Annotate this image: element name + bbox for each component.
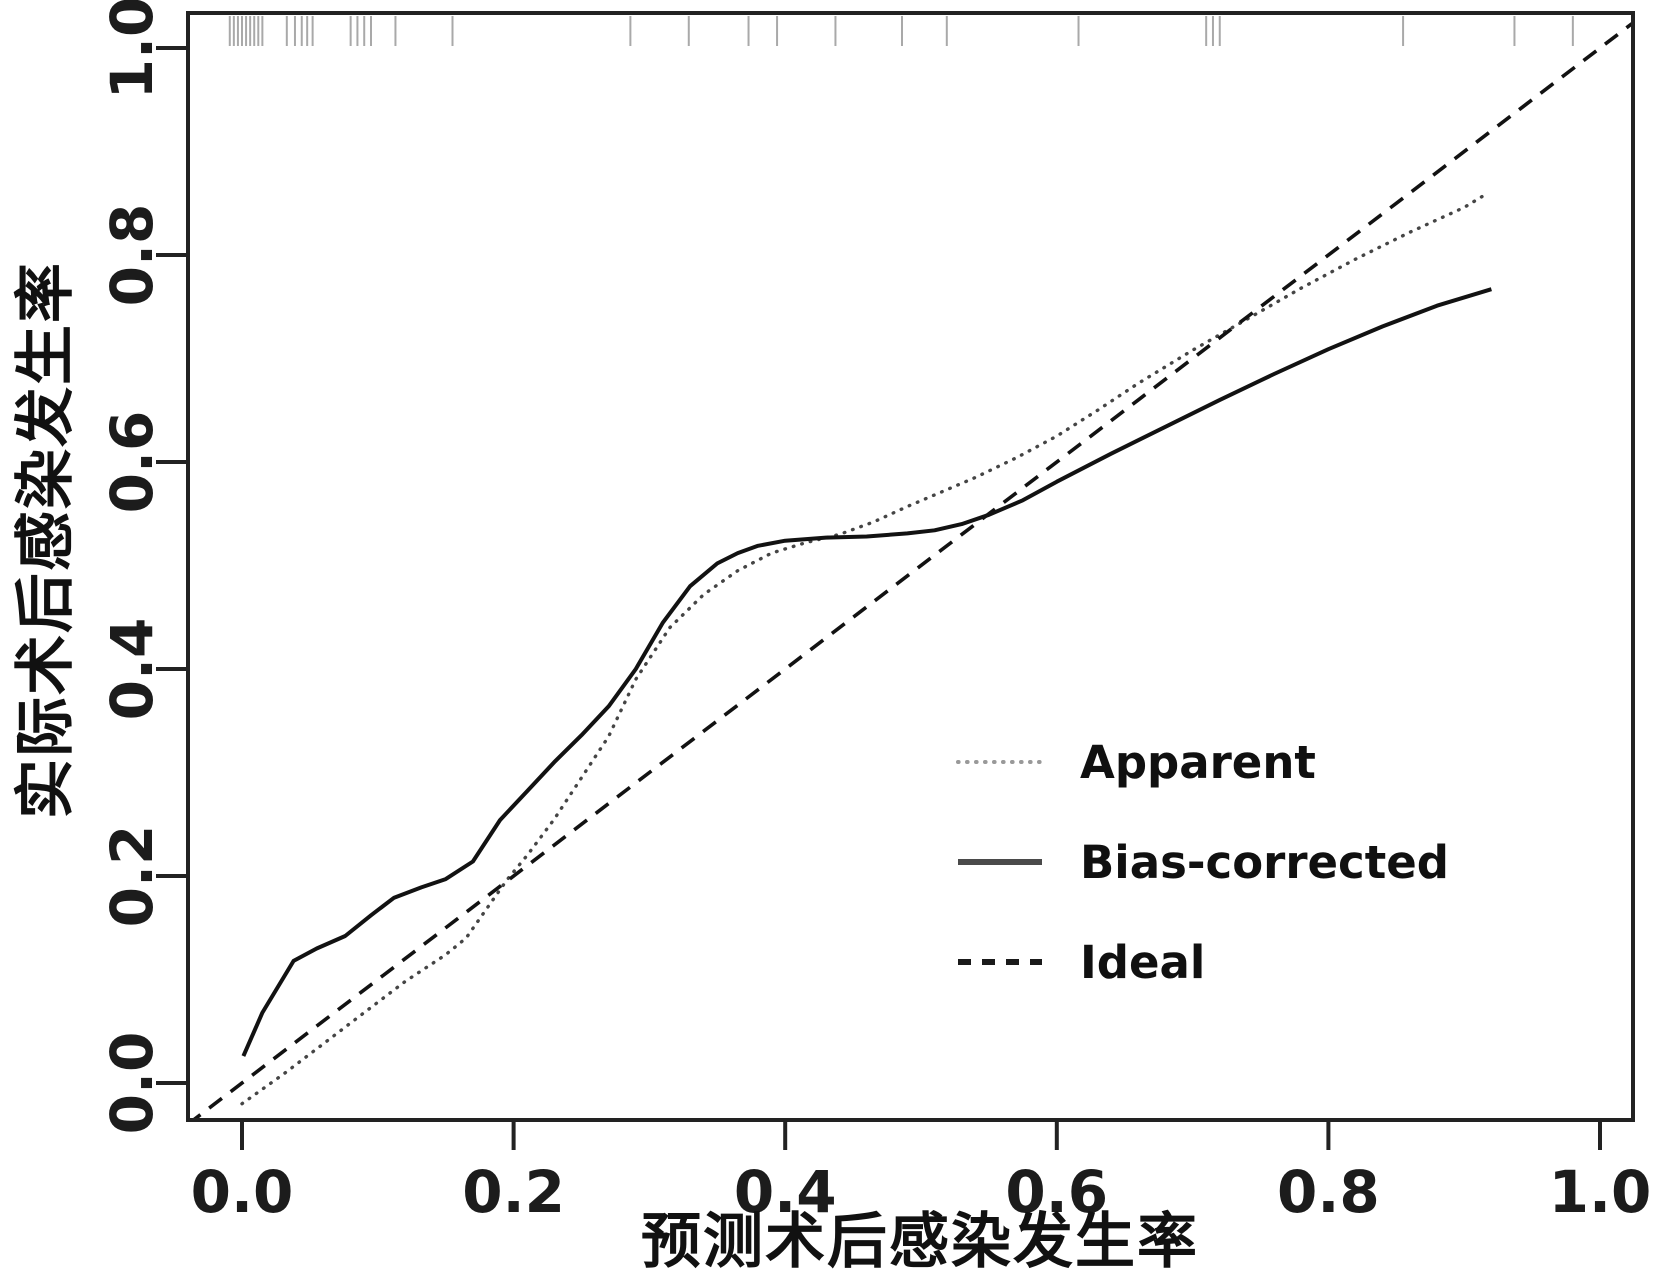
- dotted-line-icon: [956, 760, 1044, 764]
- plot-frame: [186, 11, 1635, 1122]
- curves: [193, 22, 1631, 1118]
- x-axis-tick-labels: 0.0 0.2 0.4 0.6 0.8 1.0: [191, 1158, 1652, 1226]
- y-tick-label: 0.0: [98, 1032, 166, 1135]
- rug-marks: [228, 16, 1574, 46]
- x-tick-label: 0.8: [1277, 1158, 1380, 1226]
- y-axis-title: 实际术后感染发生率: [11, 261, 81, 819]
- legend-item-apparent: Apparent: [956, 712, 1449, 812]
- legend-label-ideal: Ideal: [1080, 935, 1206, 989]
- y-axis-ticks: [156, 46, 186, 1085]
- y-tick-label: 0.8: [98, 204, 166, 307]
- x-tick-label: 0.6: [1005, 1158, 1108, 1226]
- x-tick-label: 0.0: [191, 1158, 294, 1226]
- x-tick-label: 0.4: [734, 1158, 837, 1226]
- y-tick-label: 0.2: [98, 825, 166, 928]
- curve-apparent: [240, 193, 1487, 1106]
- x-axis-title: 预测术后感染发生率: [641, 1207, 1199, 1277]
- dashed-line-icon: [958, 959, 1042, 965]
- curve-ideal: [193, 22, 1631, 1118]
- legend-label-bias-corrected: Bias-corrected: [1080, 835, 1449, 889]
- legend-item-bias-corrected: Bias-corrected: [956, 812, 1449, 912]
- y-axis-tick-labels: 0.0 0.2 0.4 0.6 0.8 1.0: [98, 0, 166, 1134]
- legend: Apparent Bias-corrected Ideal: [956, 712, 1449, 1012]
- y-tick-label: 1.0: [98, 0, 166, 99]
- x-axis-ticks: [240, 1122, 1602, 1150]
- y-tick-label: 0.6: [98, 411, 166, 514]
- x-tick-label: 0.2: [462, 1158, 565, 1226]
- x-tick-label: 1.0: [1549, 1158, 1652, 1226]
- legend-label-apparent: Apparent: [1080, 735, 1316, 789]
- curve-bias-corrected: [241, 287, 1492, 1057]
- solid-line-icon: [958, 859, 1042, 865]
- y-tick-label: 0.4: [98, 618, 166, 721]
- legend-item-ideal: Ideal: [956, 912, 1449, 1012]
